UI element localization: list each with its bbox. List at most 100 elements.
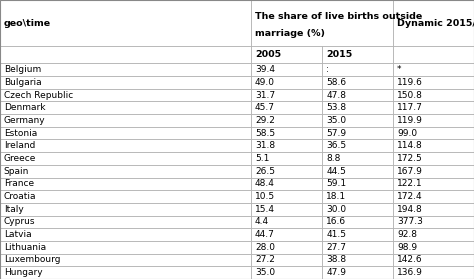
Bar (322, 114, 393, 127)
Bar (393, 165, 474, 177)
Text: Denmark: Denmark (4, 103, 46, 112)
Text: Ireland: Ireland (4, 141, 35, 150)
Text: Latvia: Latvia (4, 230, 31, 239)
Text: France: France (4, 179, 34, 188)
Text: 150.8: 150.8 (397, 91, 423, 100)
Bar (0, 89, 251, 101)
Bar (251, 76, 322, 89)
Bar (0, 216, 251, 228)
Bar (393, 101, 474, 114)
Bar (322, 190, 393, 203)
Bar (393, 127, 474, 140)
Text: 35.0: 35.0 (326, 116, 346, 125)
Bar (0, 203, 251, 216)
Bar (251, 254, 322, 266)
Bar (393, 266, 474, 279)
Text: :: : (326, 65, 329, 74)
Text: 45.7: 45.7 (255, 103, 275, 112)
Text: geo\time: geo\time (4, 18, 51, 28)
Text: 39.4: 39.4 (255, 65, 275, 74)
Text: 172.5: 172.5 (397, 154, 423, 163)
Text: 98.9: 98.9 (397, 243, 417, 252)
Bar (322, 63, 393, 76)
Text: 30.0: 30.0 (326, 205, 346, 214)
Text: 172.4: 172.4 (397, 192, 423, 201)
Text: 27.2: 27.2 (255, 256, 275, 264)
Bar (251, 190, 322, 203)
Text: Czech Republic: Czech Republic (4, 91, 73, 100)
Text: Bulgaria: Bulgaria (4, 78, 41, 87)
Bar (393, 216, 474, 228)
Bar (0, 63, 251, 76)
Text: Spain: Spain (4, 167, 29, 176)
Bar (251, 203, 322, 216)
Text: 35.0: 35.0 (255, 268, 275, 277)
Bar (0, 177, 251, 190)
Bar (0, 266, 251, 279)
Bar (393, 76, 474, 89)
Bar (251, 177, 322, 190)
Text: 119.6: 119.6 (397, 78, 423, 87)
Bar (251, 216, 322, 228)
Bar (393, 228, 474, 241)
Text: 122.1: 122.1 (397, 179, 423, 188)
Text: 49.0: 49.0 (255, 78, 275, 87)
Text: marriage (%): marriage (%) (255, 29, 325, 38)
Bar (393, 254, 474, 266)
Bar (393, 0, 474, 46)
Text: 114.8: 114.8 (397, 141, 423, 150)
Bar (251, 114, 322, 127)
Bar (0, 46, 251, 63)
Bar (393, 241, 474, 254)
Bar (251, 0, 393, 46)
Bar (322, 165, 393, 177)
Text: 15.4: 15.4 (255, 205, 275, 214)
Bar (322, 140, 393, 152)
Bar (393, 152, 474, 165)
Bar (322, 241, 393, 254)
Bar (251, 140, 322, 152)
Bar (251, 127, 322, 140)
Text: 44.7: 44.7 (255, 230, 275, 239)
Text: 31.8: 31.8 (255, 141, 275, 150)
Text: 58.5: 58.5 (255, 129, 275, 138)
Bar (251, 152, 322, 165)
Text: Germany: Germany (4, 116, 46, 125)
Text: 377.3: 377.3 (397, 217, 423, 227)
Bar (393, 114, 474, 127)
Bar (0, 76, 251, 89)
Bar (393, 89, 474, 101)
Bar (393, 190, 474, 203)
Text: 27.7: 27.7 (326, 243, 346, 252)
Text: 4.4: 4.4 (255, 217, 269, 227)
Bar (322, 76, 393, 89)
Bar (322, 152, 393, 165)
Bar (322, 177, 393, 190)
Text: 142.6: 142.6 (397, 256, 423, 264)
Text: 38.8: 38.8 (326, 256, 346, 264)
Bar (251, 101, 322, 114)
Text: 44.5: 44.5 (326, 167, 346, 176)
Text: 36.5: 36.5 (326, 141, 346, 150)
Bar (0, 254, 251, 266)
Bar (322, 254, 393, 266)
Text: Belgium: Belgium (4, 65, 41, 74)
Bar (0, 101, 251, 114)
Text: 5.1: 5.1 (255, 154, 269, 163)
Bar (0, 241, 251, 254)
Bar (251, 89, 322, 101)
Bar (393, 203, 474, 216)
Bar (322, 266, 393, 279)
Text: 29.2: 29.2 (255, 116, 275, 125)
Bar (251, 266, 322, 279)
Text: 26.5: 26.5 (255, 167, 275, 176)
Text: 119.9: 119.9 (397, 116, 423, 125)
Text: 92.8: 92.8 (397, 230, 417, 239)
Bar (393, 140, 474, 152)
Text: The share of live births outside: The share of live births outside (255, 12, 422, 21)
Text: 41.5: 41.5 (326, 230, 346, 239)
Text: 194.8: 194.8 (397, 205, 423, 214)
Bar (0, 127, 251, 140)
Bar (393, 46, 474, 63)
Text: 8.8: 8.8 (326, 154, 340, 163)
